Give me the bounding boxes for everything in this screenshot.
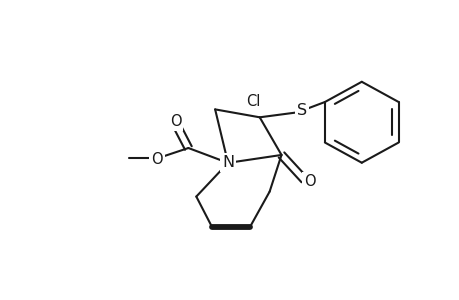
Text: O: O	[304, 174, 315, 189]
Text: Cl: Cl	[246, 94, 260, 109]
Text: O: O	[169, 114, 181, 129]
Text: O: O	[151, 152, 162, 167]
Text: S: S	[297, 103, 307, 118]
Text: N: N	[222, 155, 234, 170]
